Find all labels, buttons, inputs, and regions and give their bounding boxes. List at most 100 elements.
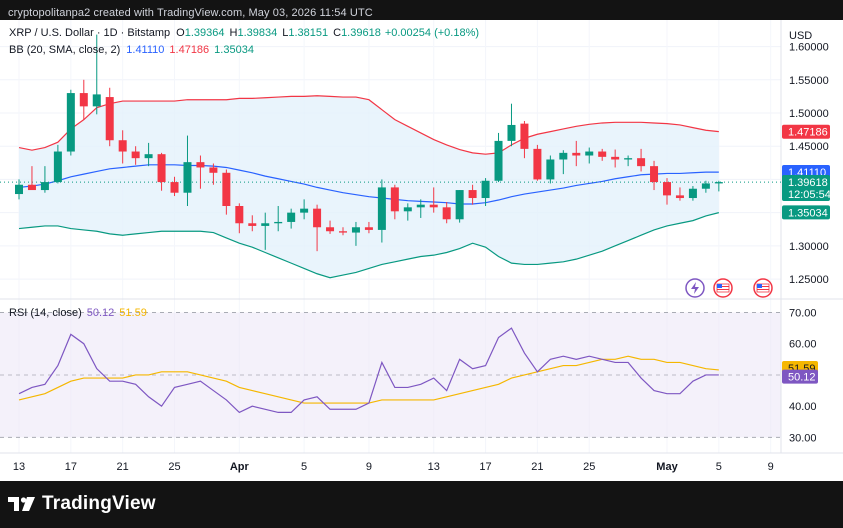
- candle-body: [481, 180, 490, 199]
- candle-body: [326, 227, 335, 232]
- bb-legend-upper: 1.47186: [169, 44, 209, 56]
- lightning-event-icon[interactable]: [685, 278, 705, 298]
- chart-svg[interactable]: 1.600001.550001.500001.450001.400001.350…: [0, 20, 843, 481]
- time-tick-label: May: [656, 461, 678, 473]
- time-tick-label: 5: [301, 461, 307, 473]
- candle-body: [170, 182, 179, 193]
- candle-body: [377, 187, 386, 230]
- legend-symbol[interactable]: XRP / U.S. Dollar · 1D · Bitstamp: [9, 27, 170, 39]
- candle: [377, 179, 386, 243]
- price-badge-text: 1.35034: [788, 207, 828, 219]
- candle-body: [663, 182, 671, 196]
- rsi-tick-label: 60.00: [789, 339, 817, 351]
- candle: [364, 221, 373, 234]
- candle: [403, 203, 412, 221]
- candle-body: [27, 184, 36, 191]
- candle-body: [15, 184, 23, 195]
- candle: [15, 179, 23, 200]
- candle-body: [494, 140, 503, 181]
- candle: [300, 199, 309, 220]
- candle-body: [144, 154, 153, 159]
- candle: [274, 206, 283, 232]
- rsi-tick-label: 40.00: [789, 401, 817, 413]
- candle-body: [637, 158, 646, 167]
- candle-body: [364, 227, 373, 230]
- bb-fill: [19, 95, 719, 278]
- candle: [468, 184, 477, 205]
- candle-body: [598, 151, 607, 157]
- candle-body: [611, 156, 620, 160]
- candle: [79, 79, 88, 120]
- price-tick-label: 1.55000: [789, 75, 829, 87]
- candle: [675, 187, 684, 201]
- price-tick-label: 1.30000: [789, 241, 829, 253]
- price-badge-text: 1.39618: [788, 177, 828, 189]
- candle-body: [650, 166, 659, 183]
- currency-label[interactable]: USD: [789, 30, 812, 42]
- time-tick-label: 21: [531, 461, 543, 473]
- rsi-tick-label: 30.00: [789, 432, 817, 444]
- candle-body: [40, 182, 49, 191]
- tradingview-brand[interactable]: TradingView: [8, 493, 156, 515]
- candle: [494, 132, 503, 183]
- rsi-band-fill: [0, 312, 781, 438]
- time-axis[interactable]: 13 17 21 25 Apr 5 9 13 17 21 25 May 5 9: [13, 461, 774, 473]
- bb-legend-line[interactable]: BB (20, SMA, close, 2) 1.41110 1.47186 1.35…: [9, 44, 254, 56]
- candle: [688, 186, 697, 201]
- price-axis[interactable]: 1.600001.550001.500001.450001.400001.350…: [782, 42, 831, 287]
- time-tick-label: 9: [768, 461, 774, 473]
- candle-body: [261, 223, 270, 226]
- candle: [222, 169, 231, 215]
- candle-body: [520, 123, 529, 149]
- legend-line: XRP / U.S. Dollar · 1D · Bitstamp O1.3936…: [9, 27, 479, 39]
- candle-body: [688, 188, 697, 199]
- candle: [92, 34, 101, 115]
- credit-line: cryptopolitanpa2 created with TradingVie…: [8, 7, 373, 19]
- candle-body: [714, 182, 723, 184]
- legend-low-label: L: [282, 27, 288, 39]
- us-flag-event-icon-2[interactable]: [753, 278, 773, 298]
- candle: [585, 147, 594, 164]
- candle: [105, 87, 114, 147]
- candle: [572, 140, 581, 167]
- candle-body: [183, 162, 192, 193]
- candle: [390, 184, 399, 220]
- candle: [248, 215, 257, 232]
- rsi-legend-line[interactable]: RSI (14, close) 50.12 51.59: [9, 307, 147, 319]
- candle-body: [196, 162, 205, 168]
- candle-body: [313, 208, 322, 228]
- candle-body: [157, 154, 166, 183]
- time-tick-label: 17: [65, 461, 77, 473]
- price-tick-label: 1.50000: [789, 108, 829, 120]
- time-tick-label: 5: [716, 461, 722, 473]
- price-tick-label: 1.60000: [789, 42, 829, 54]
- candle: [546, 155, 555, 184]
- candle-body: [585, 151, 594, 156]
- us-flag-event-icon[interactable]: [713, 278, 733, 298]
- time-tick-label: 17: [479, 461, 491, 473]
- rsi-grid: [0, 311, 781, 438]
- chart-panel[interactable]: 1.600001.550001.500001.450001.400001.350…: [0, 20, 843, 481]
- rsi-legend-value: 50.12: [87, 307, 115, 319]
- time-tick-label: 13: [13, 461, 25, 473]
- rsi-legend-ma: 51.59: [119, 307, 147, 319]
- candle: [118, 130, 127, 164]
- candle-body: [507, 124, 516, 141]
- price-tick-label: 1.45000: [789, 141, 829, 153]
- candle: [131, 146, 140, 165]
- price-badge-upper: 1.47186: [782, 124, 830, 139]
- candle: [714, 180, 723, 192]
- bb-legend-lower: 1.35034: [214, 44, 254, 56]
- candle-body: [105, 97, 114, 141]
- candle: [663, 178, 671, 205]
- candle-body: [559, 152, 568, 160]
- candle-body: [533, 148, 542, 180]
- candle: [287, 208, 296, 229]
- price-tick-label: 1.25000: [789, 274, 829, 286]
- legend-low-value: 1.38151: [288, 27, 328, 39]
- candle: [481, 178, 490, 206]
- candle: [66, 89, 75, 156]
- candle: [520, 120, 529, 159]
